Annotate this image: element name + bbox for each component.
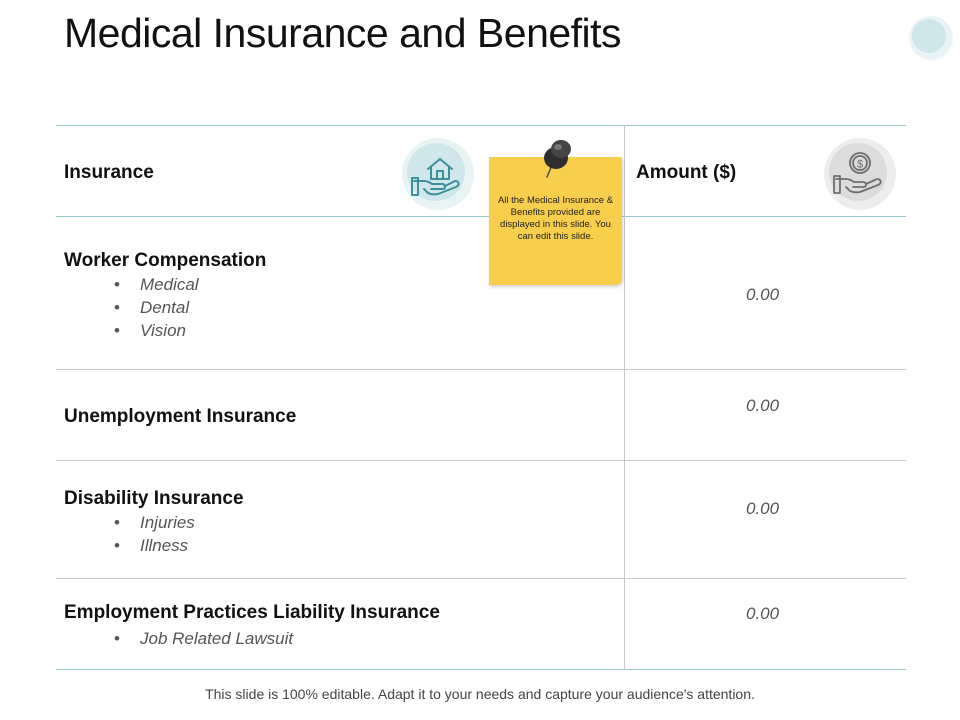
- amount-value: 0.00: [746, 396, 780, 415]
- page-title: Medical Insurance and Benefits: [64, 10, 622, 56]
- row-title-disability: Disability Insurance: [64, 488, 244, 509]
- push-pin-icon: [544, 140, 571, 178]
- row-divider: [56, 460, 906, 461]
- header-amount: Amount ($): [636, 162, 737, 183]
- amount-value: 0.00: [746, 604, 780, 623]
- list-item: Vision: [114, 319, 199, 342]
- dollar-coin-in-hand-icon: $: [824, 138, 896, 210]
- sticky-note: All the Medical Insurance & Benefits pro…: [489, 157, 622, 285]
- corner-circle-icon: [909, 16, 953, 60]
- row-title-employment-practices: Employment Practices Liability Insurance: [64, 602, 440, 623]
- list-item: Dental: [114, 296, 199, 319]
- row-title-unemployment: Unemployment Insurance: [64, 406, 297, 427]
- amount-value: 0.00: [746, 285, 780, 304]
- insurance-table: Insurance Amount ($) Worker Compensation…: [56, 125, 906, 670]
- house-in-hand-icon: [402, 138, 474, 210]
- row-title-worker-compensation: Worker Compensation: [64, 250, 267, 271]
- svg-text:$: $: [857, 159, 863, 171]
- table-top-border: [56, 125, 906, 126]
- footer-note: This slide is 100% editable. Adapt it to…: [205, 686, 755, 702]
- bullet-list: Medical Dental Vision: [114, 273, 199, 342]
- row-divider: [56, 369, 906, 370]
- list-item: Medical: [114, 273, 199, 296]
- sticky-note-text: All the Medical Insurance & Benefits pro…: [497, 195, 614, 242]
- header-divider: [56, 216, 906, 217]
- list-item: Injuries: [114, 511, 195, 534]
- table-bottom-border: [56, 669, 906, 670]
- list-item: Job Related Lawsuit: [114, 627, 293, 650]
- amount-value: 0.00: [746, 499, 780, 518]
- row-divider: [56, 578, 906, 579]
- bullet-list: Injuries Illness: [114, 511, 195, 557]
- list-item: Illness: [114, 534, 195, 557]
- bullet-list: Job Related Lawsuit: [114, 627, 293, 650]
- header-insurance: Insurance: [64, 162, 154, 183]
- column-divider: [624, 125, 625, 670]
